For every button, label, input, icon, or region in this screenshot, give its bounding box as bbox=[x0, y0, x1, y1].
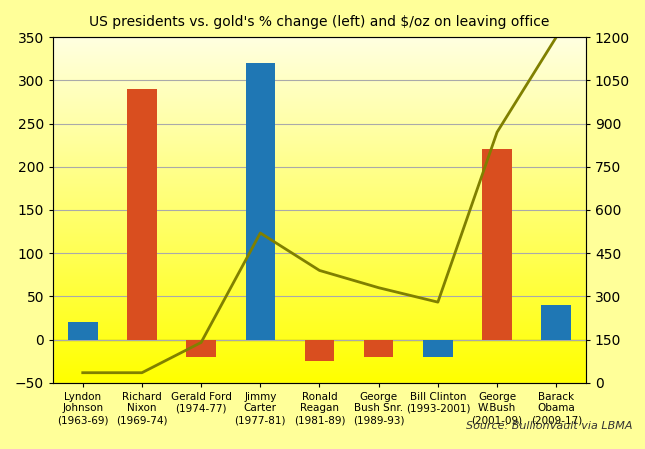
Bar bbox=[541, 305, 571, 339]
Bar bbox=[482, 150, 512, 339]
Bar bbox=[246, 63, 275, 339]
Bar bbox=[304, 339, 334, 361]
Bar bbox=[186, 339, 216, 357]
Bar bbox=[68, 322, 97, 339]
Text: Source: BullionVault via LBMA: Source: BullionVault via LBMA bbox=[466, 421, 632, 431]
Bar bbox=[423, 339, 453, 357]
Title: US presidents vs. gold's % change (left) and $/oz on leaving office: US presidents vs. gold's % change (left)… bbox=[89, 15, 550, 29]
Bar bbox=[364, 339, 393, 357]
Bar bbox=[127, 89, 157, 339]
